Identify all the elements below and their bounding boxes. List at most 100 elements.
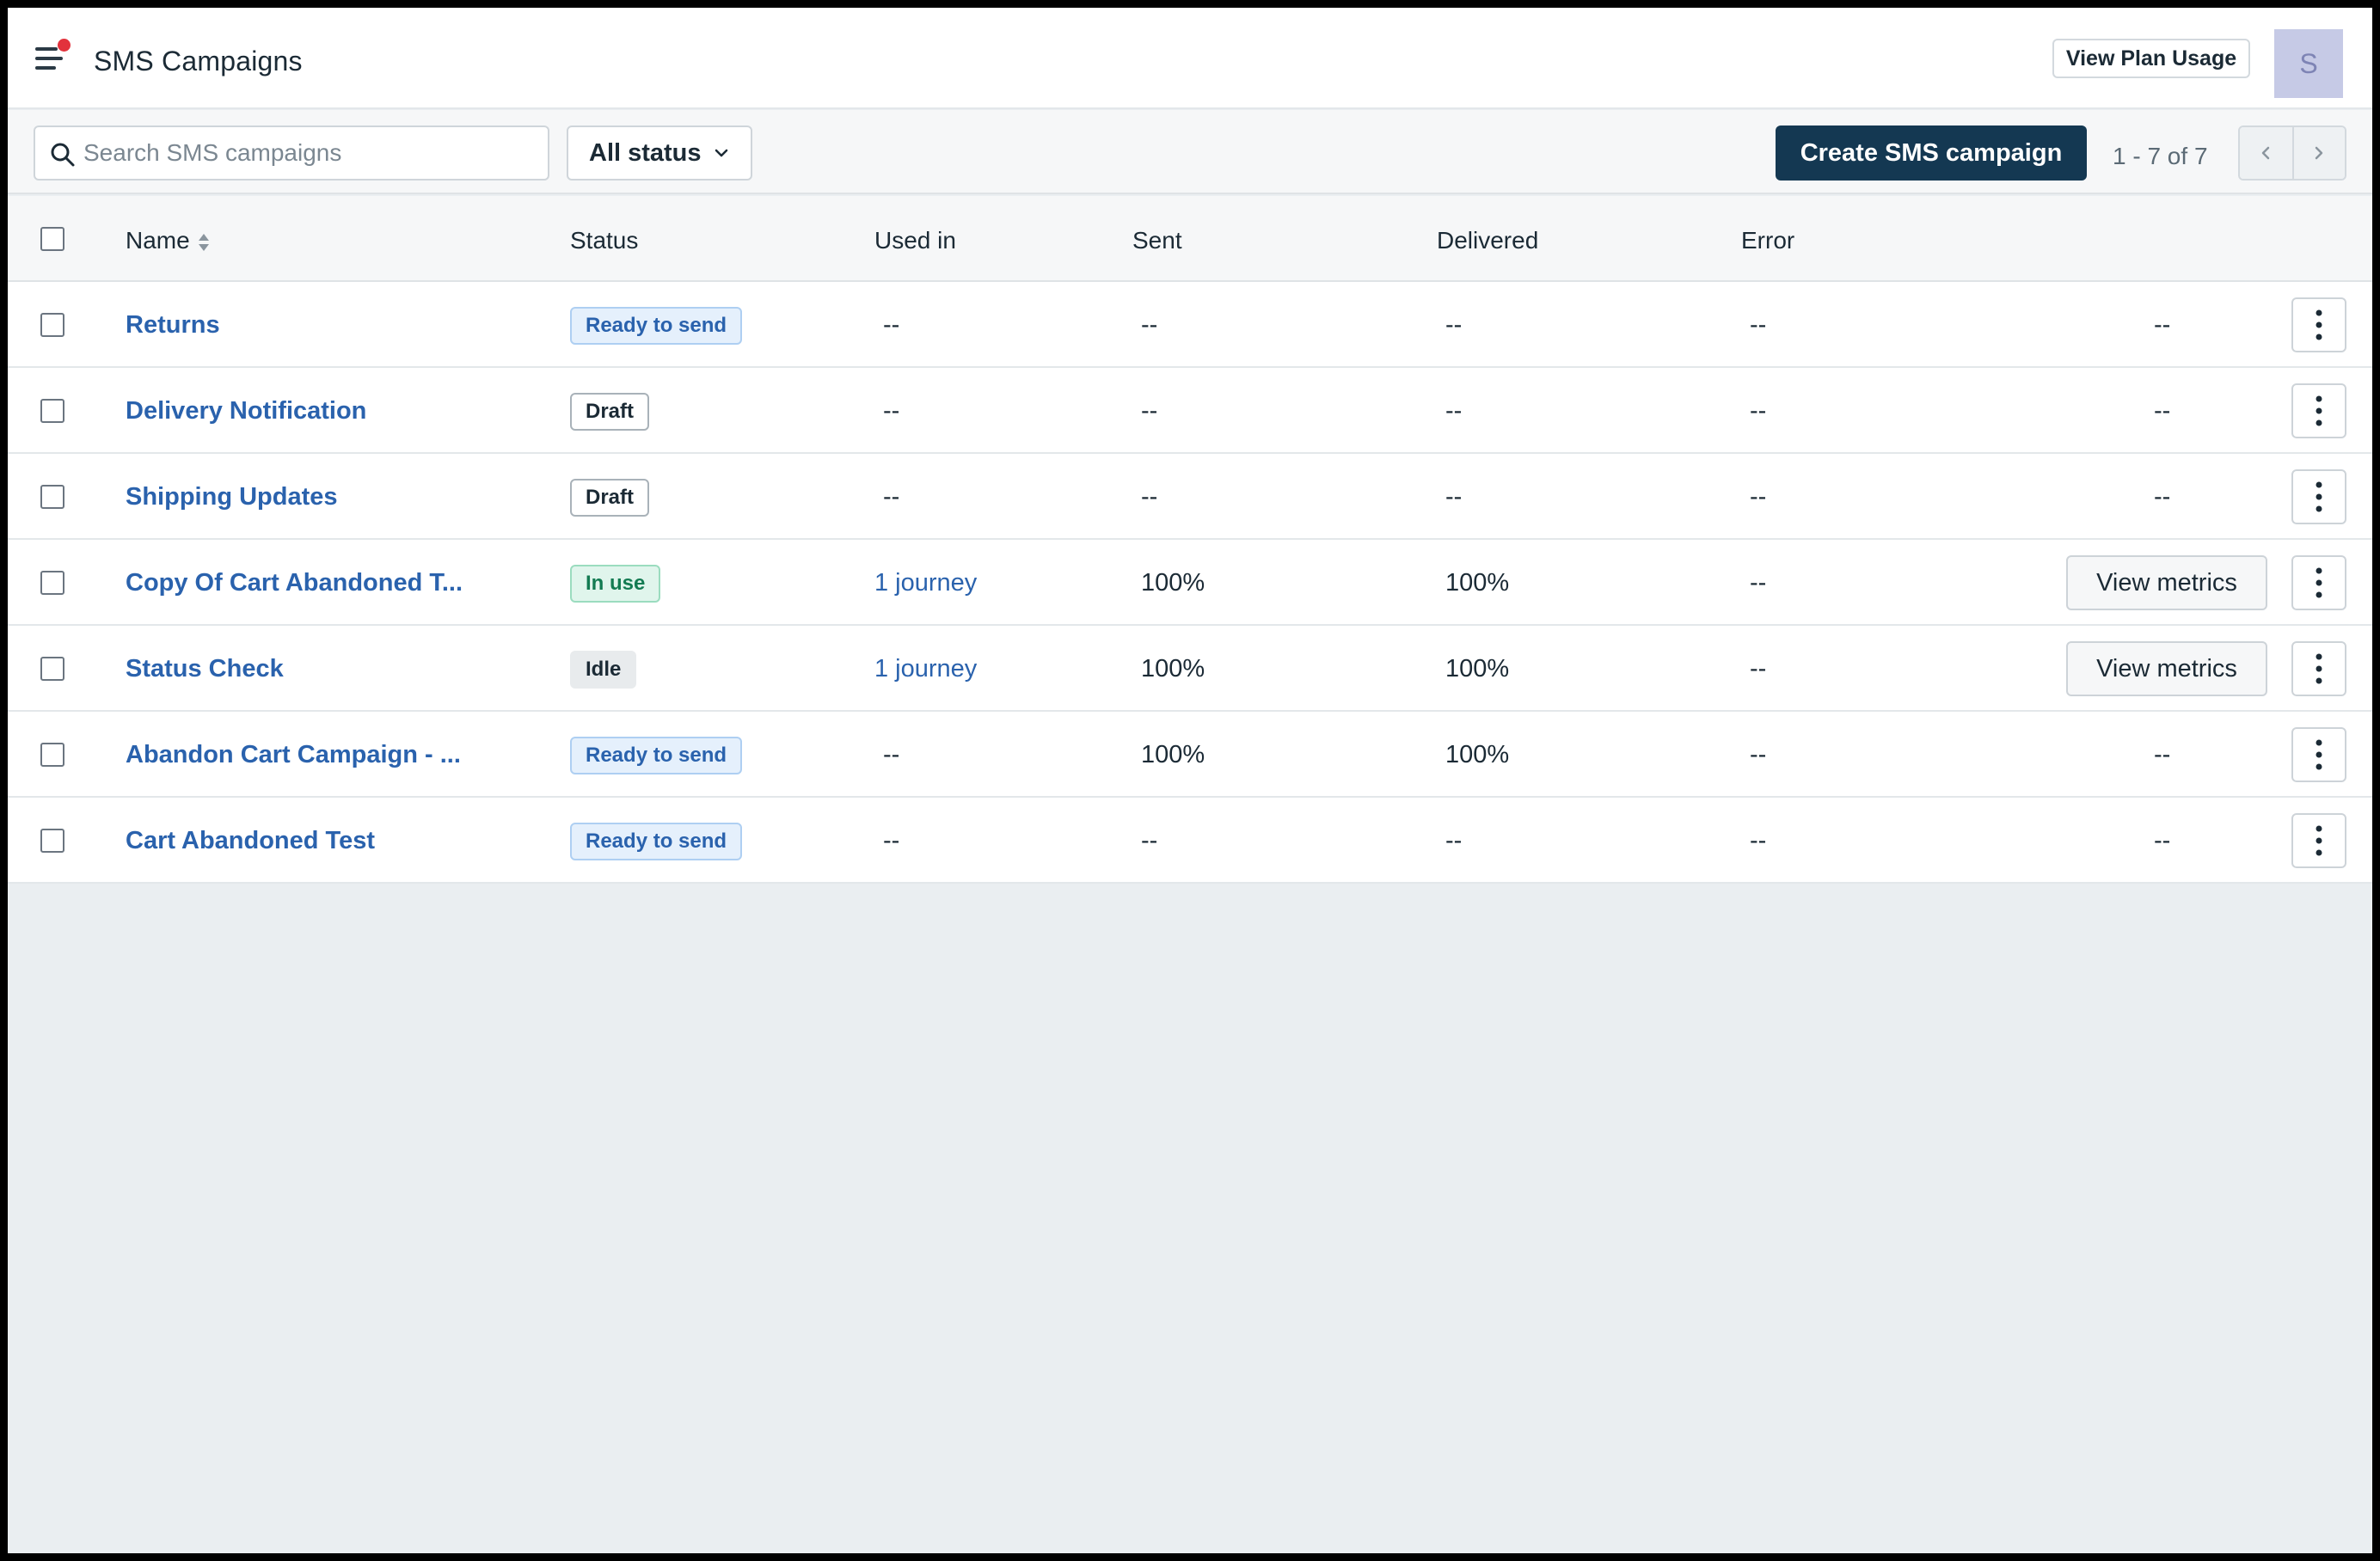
row-more-button[interactable] (2291, 383, 2346, 438)
table-row: Status Check Idle 1 journey 100% 100% --… (8, 626, 2372, 712)
app-window: SMS Campaigns View Plan Usage S All stat… (8, 8, 2372, 1553)
status-filter-dropdown[interactable]: All status (567, 125, 752, 181)
view-metrics-button[interactable]: View metrics (2066, 555, 2267, 610)
more-vertical-icon (2316, 309, 2322, 340)
row-more-button[interactable] (2291, 727, 2346, 782)
campaign-name-link[interactable]: Shipping Updates (126, 483, 338, 511)
delivered-cell: 100% (1445, 741, 1510, 768)
chevron-down-icon (715, 149, 727, 157)
used-in-cell: -- (883, 397, 900, 425)
row-more-button[interactable] (2291, 469, 2346, 524)
error-cell: -- (1750, 569, 1767, 597)
chevron-right-icon (2316, 146, 2323, 160)
status-badge: Draft (570, 393, 650, 431)
create-sms-campaign-button[interactable]: Create SMS campaign (1776, 125, 2087, 181)
campaign-name-link[interactable]: Copy Of Cart Abandoned T... (126, 569, 463, 597)
status-badge: Ready to send (570, 737, 743, 774)
sent-cell: 100% (1141, 569, 1205, 597)
row-checkbox[interactable] (40, 657, 64, 681)
status-filter-label: All status (589, 138, 702, 167)
campaign-name-link[interactable]: Status Check (126, 655, 284, 683)
campaign-name-link[interactable]: Abandon Cart Campaign - ... (126, 741, 461, 768)
column-error: Error (1741, 227, 1795, 254)
view-metrics-button[interactable]: View metrics (2066, 641, 2267, 696)
column-name-label: Name (126, 227, 190, 254)
table-row: Delivery Notification Draft -- -- -- -- … (8, 368, 2372, 454)
row-checkbox[interactable] (40, 399, 64, 423)
column-used-in: Used in (874, 227, 956, 254)
status-badge: Draft (570, 479, 650, 517)
row-checkbox[interactable] (40, 743, 64, 767)
menu-icon[interactable] (34, 39, 71, 75)
pagination (2238, 125, 2346, 181)
toolbar: All status Create SMS campaign 1 - 7 of … (8, 110, 2372, 194)
error-cell: -- (1750, 741, 1767, 768)
error-cell: -- (1750, 311, 1767, 339)
more-vertical-icon (2316, 653, 2322, 684)
table-row: Shipping Updates Draft -- -- -- -- -- (8, 454, 2372, 540)
delivered-cell: 100% (1445, 569, 1510, 597)
status-badge: Idle (570, 651, 637, 689)
page-title: SMS Campaigns (94, 46, 303, 77)
error-cell: -- (1750, 483, 1767, 511)
error-cell: -- (1750, 397, 1767, 425)
error-cell: -- (1750, 655, 1767, 683)
top-bar: SMS Campaigns View Plan Usage S (8, 8, 2372, 109)
campaigns-table: Name Status Used in Sent Delivered Error… (8, 196, 2372, 884)
campaign-name-link[interactable]: Delivery Notification (126, 397, 367, 425)
more-vertical-icon (2316, 567, 2322, 598)
row-more-button[interactable] (2291, 813, 2346, 868)
row-checkbox[interactable] (40, 829, 64, 853)
sent-cell: -- (1141, 397, 1158, 425)
row-more-button[interactable] (2291, 297, 2346, 352)
used-in-cell[interactable]: 1 journey (874, 655, 978, 683)
select-all-checkbox[interactable] (40, 227, 64, 251)
row-checkbox[interactable] (40, 485, 64, 509)
table-row: Returns Ready to send -- -- -- -- -- (8, 282, 2372, 368)
chevron-left-icon (2262, 146, 2270, 160)
delivered-cell: -- (1445, 311, 1463, 339)
used-in-cell[interactable]: 1 journey (874, 569, 978, 597)
column-delivered: Delivered (1437, 227, 1539, 254)
used-in-cell: -- (883, 827, 900, 854)
table-row: Copy Of Cart Abandoned T... In use 1 jou… (8, 540, 2372, 626)
delivered-cell: 100% (1445, 655, 1510, 683)
action-placeholder: -- (2154, 397, 2171, 425)
row-checkbox[interactable] (40, 571, 64, 595)
sent-cell: 100% (1141, 655, 1205, 683)
delivered-cell: -- (1445, 827, 1463, 854)
error-cell: -- (1750, 827, 1767, 854)
action-placeholder: -- (2154, 483, 2171, 511)
status-badge: Ready to send (570, 307, 743, 345)
sent-cell: 100% (1141, 741, 1205, 768)
status-badge: In use (570, 565, 661, 603)
campaign-name-link[interactable]: Returns (126, 311, 220, 339)
table-row: Cart Abandoned Test Ready to send -- -- … (8, 798, 2372, 884)
table-row: Abandon Cart Campaign - ... Ready to sen… (8, 712, 2372, 798)
column-name[interactable]: Name (126, 227, 211, 254)
more-vertical-icon (2316, 825, 2322, 856)
row-more-button[interactable] (2291, 641, 2346, 696)
sent-cell: -- (1141, 483, 1158, 511)
column-status: Status (570, 227, 639, 254)
avatar[interactable]: S (2274, 29, 2343, 98)
status-badge: Ready to send (570, 823, 743, 860)
search-input[interactable] (83, 136, 531, 170)
campaign-name-link[interactable]: Cart Abandoned Test (126, 827, 376, 854)
more-vertical-icon (2316, 481, 2322, 512)
used-in-cell: -- (883, 483, 900, 511)
action-placeholder: -- (2154, 311, 2171, 339)
prev-page-button[interactable] (2240, 127, 2292, 179)
more-vertical-icon (2316, 739, 2322, 770)
delivered-cell: -- (1445, 483, 1463, 511)
view-plan-usage-button[interactable]: View Plan Usage (2052, 39, 2250, 78)
delivered-cell: -- (1445, 397, 1463, 425)
row-checkbox[interactable] (40, 313, 64, 337)
next-page-button[interactable] (2291, 127, 2345, 179)
action-placeholder: -- (2154, 741, 2171, 768)
row-more-button[interactable] (2291, 555, 2346, 610)
notification-dot (58, 39, 71, 52)
sort-icon (198, 233, 209, 251)
pagination-count: 1 - 7 of 7 (2113, 143, 2208, 169)
table-header: Name Status Used in Sent Delivered Error (8, 196, 2372, 282)
